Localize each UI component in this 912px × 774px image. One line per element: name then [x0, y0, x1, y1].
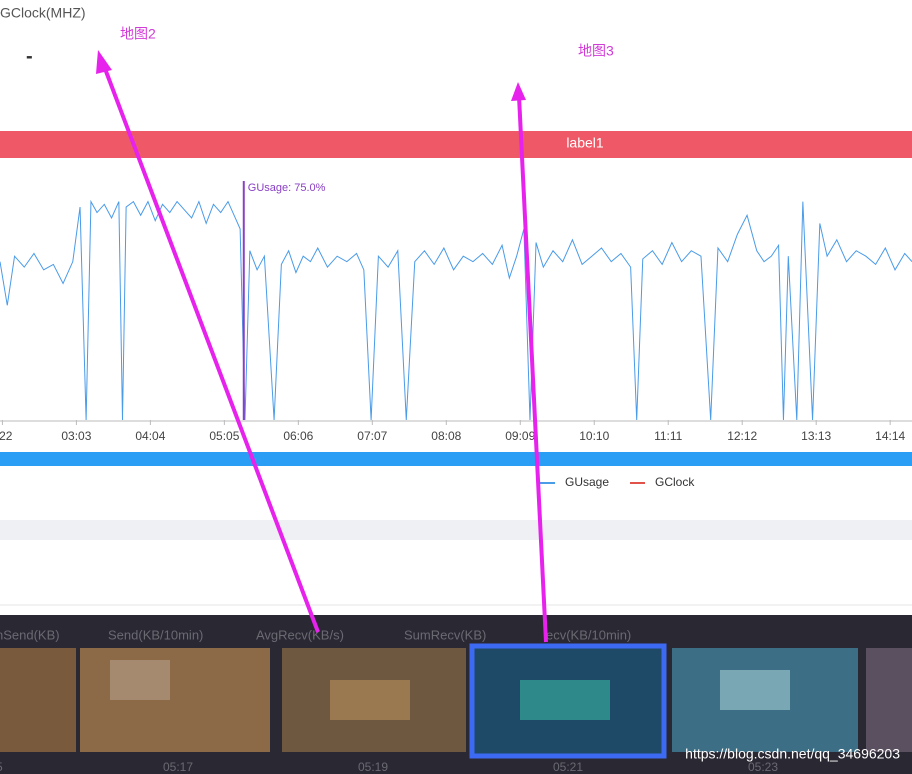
- x-tick-label: 07:07: [357, 429, 387, 443]
- watermark: https://blog.csdn.net/qq_34696203: [685, 746, 900, 762]
- filmstrip-text: nSend(KB) Send(KB/10min) AvgRecv(KB/s) SumR…: [0, 627, 778, 774]
- banner-label: label1: [566, 135, 604, 151]
- x-tick-label: 06:06: [283, 429, 313, 443]
- x-tick-label: 12:12: [727, 429, 757, 443]
- x-tick-label: 09:09: [505, 429, 535, 443]
- time-label: 05:19: [358, 760, 388, 774]
- time-label: 05:17: [163, 760, 193, 774]
- banner: [0, 131, 912, 158]
- line-series: [0, 199, 912, 421]
- column-header: SumRecv(KB): [404, 627, 486, 642]
- pixel-block: [330, 680, 410, 720]
- metric-label: GClock(MHZ): [0, 5, 86, 21]
- x-tick-label: 04:04: [135, 429, 165, 443]
- x-tick-label: 03:03: [61, 429, 91, 443]
- x-tick-label: 08:08: [431, 429, 461, 443]
- legend-label: GClock: [655, 475, 695, 489]
- separator: [0, 520, 912, 540]
- pixel-block: [520, 680, 610, 720]
- time-label: 05:23: [748, 760, 778, 774]
- marker-label: GUsage: 75.0%: [248, 182, 326, 194]
- x-tick-label: 122: [0, 429, 13, 443]
- pixel-block: [720, 670, 790, 710]
- annotation: 地图2: [120, 26, 156, 42]
- arrows: [96, 50, 548, 643]
- arrow: [102, 65, 320, 633]
- legend-label: GUsage: [565, 475, 609, 489]
- column-header: Send(KB/10min): [108, 627, 203, 642]
- x-tick-label: 14:14: [875, 429, 905, 443]
- x-tick-label: 13:13: [801, 429, 831, 443]
- column-header: ecv(KB/10min): [546, 627, 631, 642]
- column-header: AvgRecv(KB/s): [256, 627, 344, 642]
- annotation: 地图3: [578, 43, 614, 59]
- x-tick-label: 11:11: [654, 429, 683, 443]
- thumbnails: [0, 643, 912, 759]
- pixel-block: [110, 660, 170, 700]
- time-label: 5: [0, 760, 3, 774]
- thumbnail[interactable]: [0, 648, 76, 752]
- arrow-head: [511, 82, 526, 101]
- arrow-head: [96, 50, 112, 74]
- scrollbar[interactable]: [0, 452, 912, 466]
- arrow: [517, 95, 548, 643]
- column-header: nSend(KB): [0, 627, 60, 642]
- chart: 122 03:03 04:04 05:05 06:06 07:07 08:08 09:09 10…: [0, 181, 912, 489]
- x-tick-label: 05:05: [209, 429, 239, 443]
- thumbnail[interactable]: [80, 648, 270, 752]
- metric-value: -: [26, 45, 33, 67]
- time-label: 05:21: [553, 760, 583, 774]
- x-tick-label: 10:10: [579, 429, 609, 443]
- thumbnail[interactable]: [866, 648, 912, 752]
